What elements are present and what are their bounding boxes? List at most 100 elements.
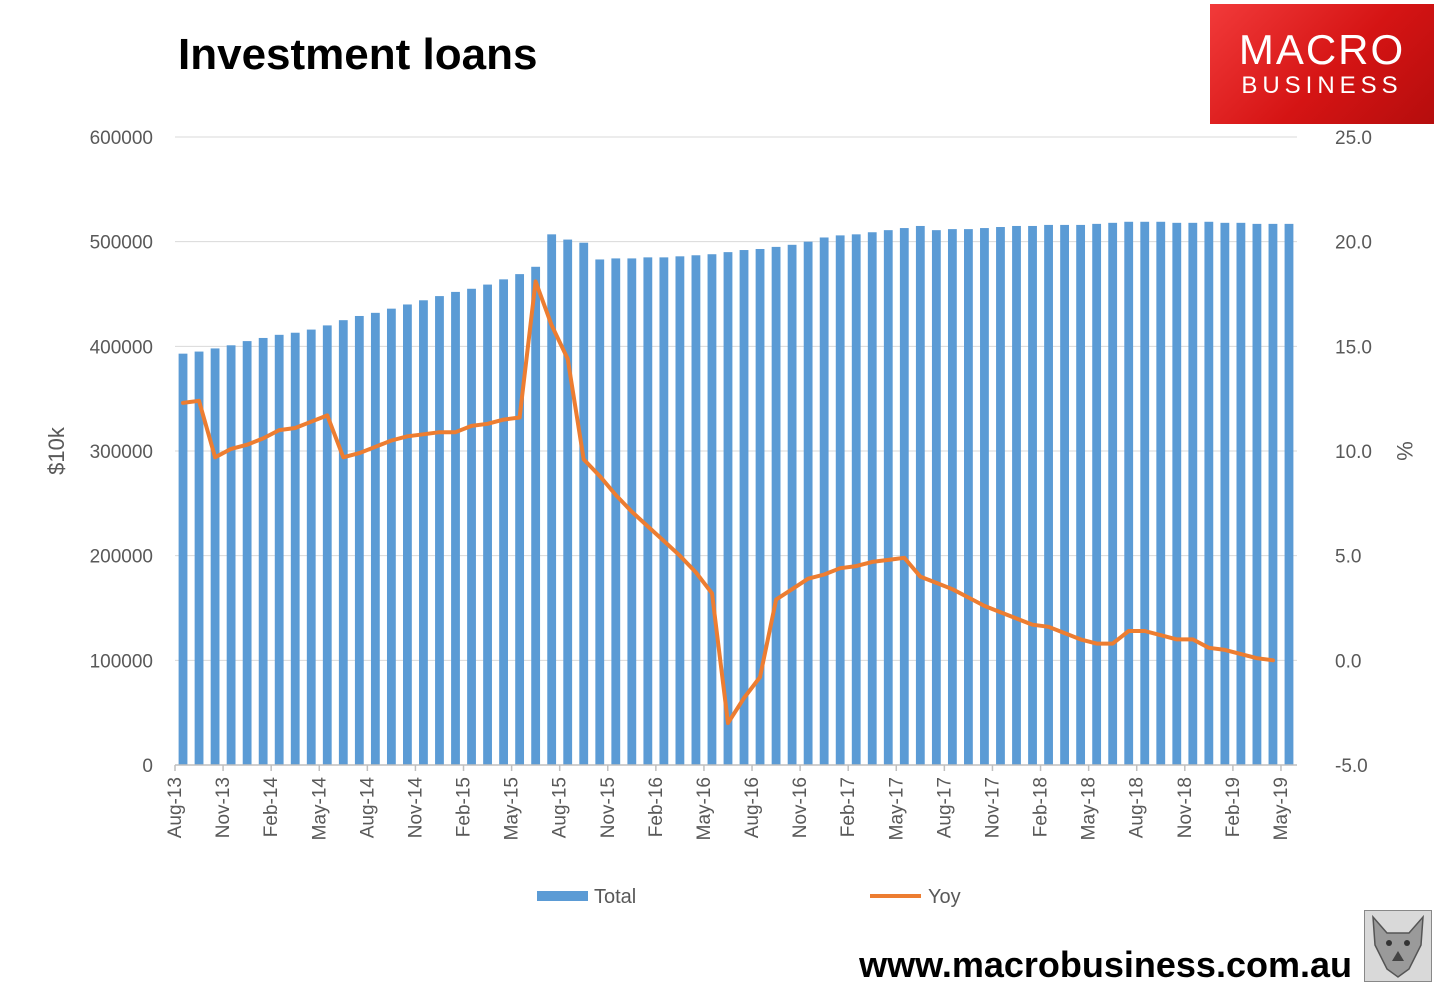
total-bar [1140,221,1150,765]
total-bar [867,232,877,765]
x-tick-label: May-15 [502,777,523,840]
total-bar [1252,223,1262,765]
total-bar [1060,224,1069,766]
x-tick-label: Nov-14 [405,777,426,839]
total-bar [819,237,829,766]
total-bar [467,288,476,765]
y-right-tick-label: 20.0 [1335,233,1372,254]
total-bar [451,291,460,765]
y-left-tick-label: 400000 [90,337,153,358]
y-right-tick-label: 5.0 [1335,547,1361,568]
x-tick-label: Nov-16 [790,777,811,838]
total-bar [1204,221,1214,765]
y-right-tick-label: 10.0 [1335,442,1372,463]
yoy-line [181,279,1275,726]
total-bar [947,229,957,765]
total-bars [178,221,1294,766]
total-bar [1012,225,1021,765]
y-left-ticks: 0 100000 200000 300000 400000 500000 600000 [90,128,153,777]
legend-total-label: Total [594,886,636,908]
y-left-tick-label: 500000 [90,233,153,254]
total-bar [915,225,925,765]
total-bar [210,348,220,765]
x-tick-label: Aug-18 [1127,777,1148,838]
total-bar [771,246,781,765]
y-right-axis-label: % [1392,441,1417,461]
axes [174,764,1297,771]
total-bar [739,250,749,766]
total-bar [980,228,989,765]
total-bar [1076,224,1086,766]
total-bar [1268,223,1278,765]
y-left-axis-label: $10k [44,426,69,475]
total-bar [194,351,204,765]
total-bar [403,304,412,765]
legend-total-swatch [537,891,588,901]
x-tick-label: May-14 [309,777,330,841]
x-tick-label: Nov-18 [1175,777,1196,838]
total-bar [723,252,733,766]
x-tick-label: Nov-15 [598,777,619,838]
total-bar [835,235,845,766]
x-tick-label: Feb-18 [1031,777,1052,837]
macrobusiness-logo: MACRO BUSINESS [1210,4,1434,124]
total-bar [226,345,236,765]
y-right-tick-label: -5.0 [1335,756,1368,777]
total-bar [1124,221,1134,765]
total-bar [515,274,525,765]
x-tick-label: Feb-19 [1223,777,1244,837]
total-bar [1172,222,1182,765]
total-bar [354,315,364,765]
y-right-tick-label: 25.0 [1335,128,1372,149]
total-bar [675,256,685,765]
x-tick-label: Nov-17 [982,777,1003,838]
total-bar [547,234,557,766]
total-bar [258,337,268,765]
total-bar [1220,222,1230,765]
x-tick-label: Feb-14 [261,777,282,838]
total-bar [370,312,380,765]
total-bar [1236,222,1246,765]
x-tick-label: May-18 [1079,777,1100,840]
total-bar [483,284,492,765]
total-bar [611,258,621,765]
x-tick-label: May-19 [1271,777,1292,840]
total-bar [883,230,893,766]
total-bar [707,254,717,765]
total-bar [242,341,252,765]
total-bar [338,320,348,765]
legend-yoy-label: Yoy [928,886,961,908]
x-tick-labels: Aug-13 Nov-13 Feb-14 May-14 Aug-14 Nov-14 Feb-… [165,777,1292,841]
y-left-tick-label: 0 [142,756,153,777]
y-right-tick-label: 15.0 [1335,337,1372,358]
x-tick-label: Aug-16 [742,777,763,838]
x-tick-label: Aug-17 [934,777,955,838]
logo-line-macro: MACRO [1238,26,1406,73]
total-bar [435,296,444,765]
x-tick-label: Nov-13 [213,777,234,838]
x-tick-label: Aug-14 [357,777,378,839]
wolf-logo-icon [1364,910,1432,982]
total-bar [274,334,284,765]
logo-line-business: BUSINESS [1241,72,1403,99]
total-bar [290,332,300,765]
chart-title: Investment loans [178,30,538,79]
total-bar [531,266,541,765]
total-bar [803,241,813,765]
total-bar [996,227,1005,766]
total-bar [563,239,573,765]
total-bar [899,228,909,765]
x-tick-label: Feb-15 [454,777,475,837]
total-bar [931,230,941,766]
legend: Total Yoy [537,886,961,908]
total-bar [499,279,508,765]
total-bar [579,242,589,766]
total-bar [851,234,861,766]
total-bar [643,257,653,765]
x-tick-label: Aug-15 [550,777,571,838]
total-bar [178,353,188,765]
y-right-tick-label: 0.0 [1335,651,1361,672]
x-tick-label: May-17 [886,777,907,840]
